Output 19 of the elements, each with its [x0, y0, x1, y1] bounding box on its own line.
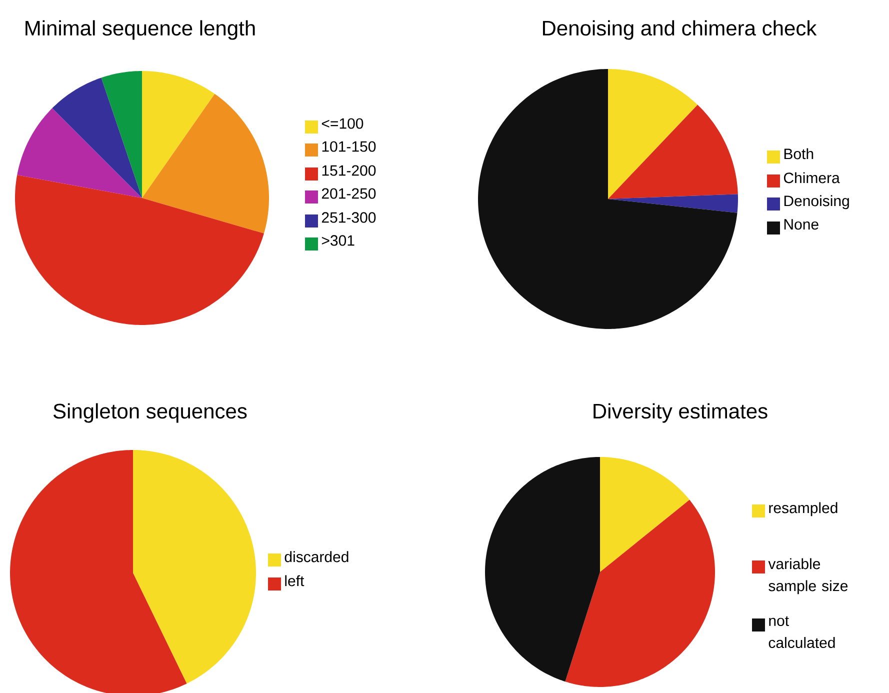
- legend-label: left: [285, 575, 304, 586]
- legend-label: 251-300: [322, 212, 376, 223]
- legend-label: 101-150: [322, 141, 376, 152]
- legend-label: resampled: [769, 502, 838, 516]
- chart-title: Minimal sequence length: [26, 20, 255, 40]
- chart-title: Diversity estimates: [594, 403, 768, 423]
- legend-label: discarded: [284, 551, 348, 562]
- legend-label: Denoising: [784, 195, 849, 210]
- legend-label: None: [784, 219, 818, 230]
- legend-label: Chimera: [784, 172, 840, 184]
- legend-label: >301: [322, 235, 354, 246]
- legend-label: variable sample size: [768, 558, 848, 594]
- chart-title: Singleton sequences: [53, 403, 247, 423]
- chart-title: Denoising and chimera check: [542, 20, 817, 40]
- legend-label: 151-200: [322, 165, 376, 176]
- legend-label: not calculated: [768, 616, 835, 648]
- legend-label: 201-250: [322, 188, 376, 199]
- legend-label: Both: [784, 148, 814, 160]
- legend-label: <=100: [322, 118, 364, 129]
